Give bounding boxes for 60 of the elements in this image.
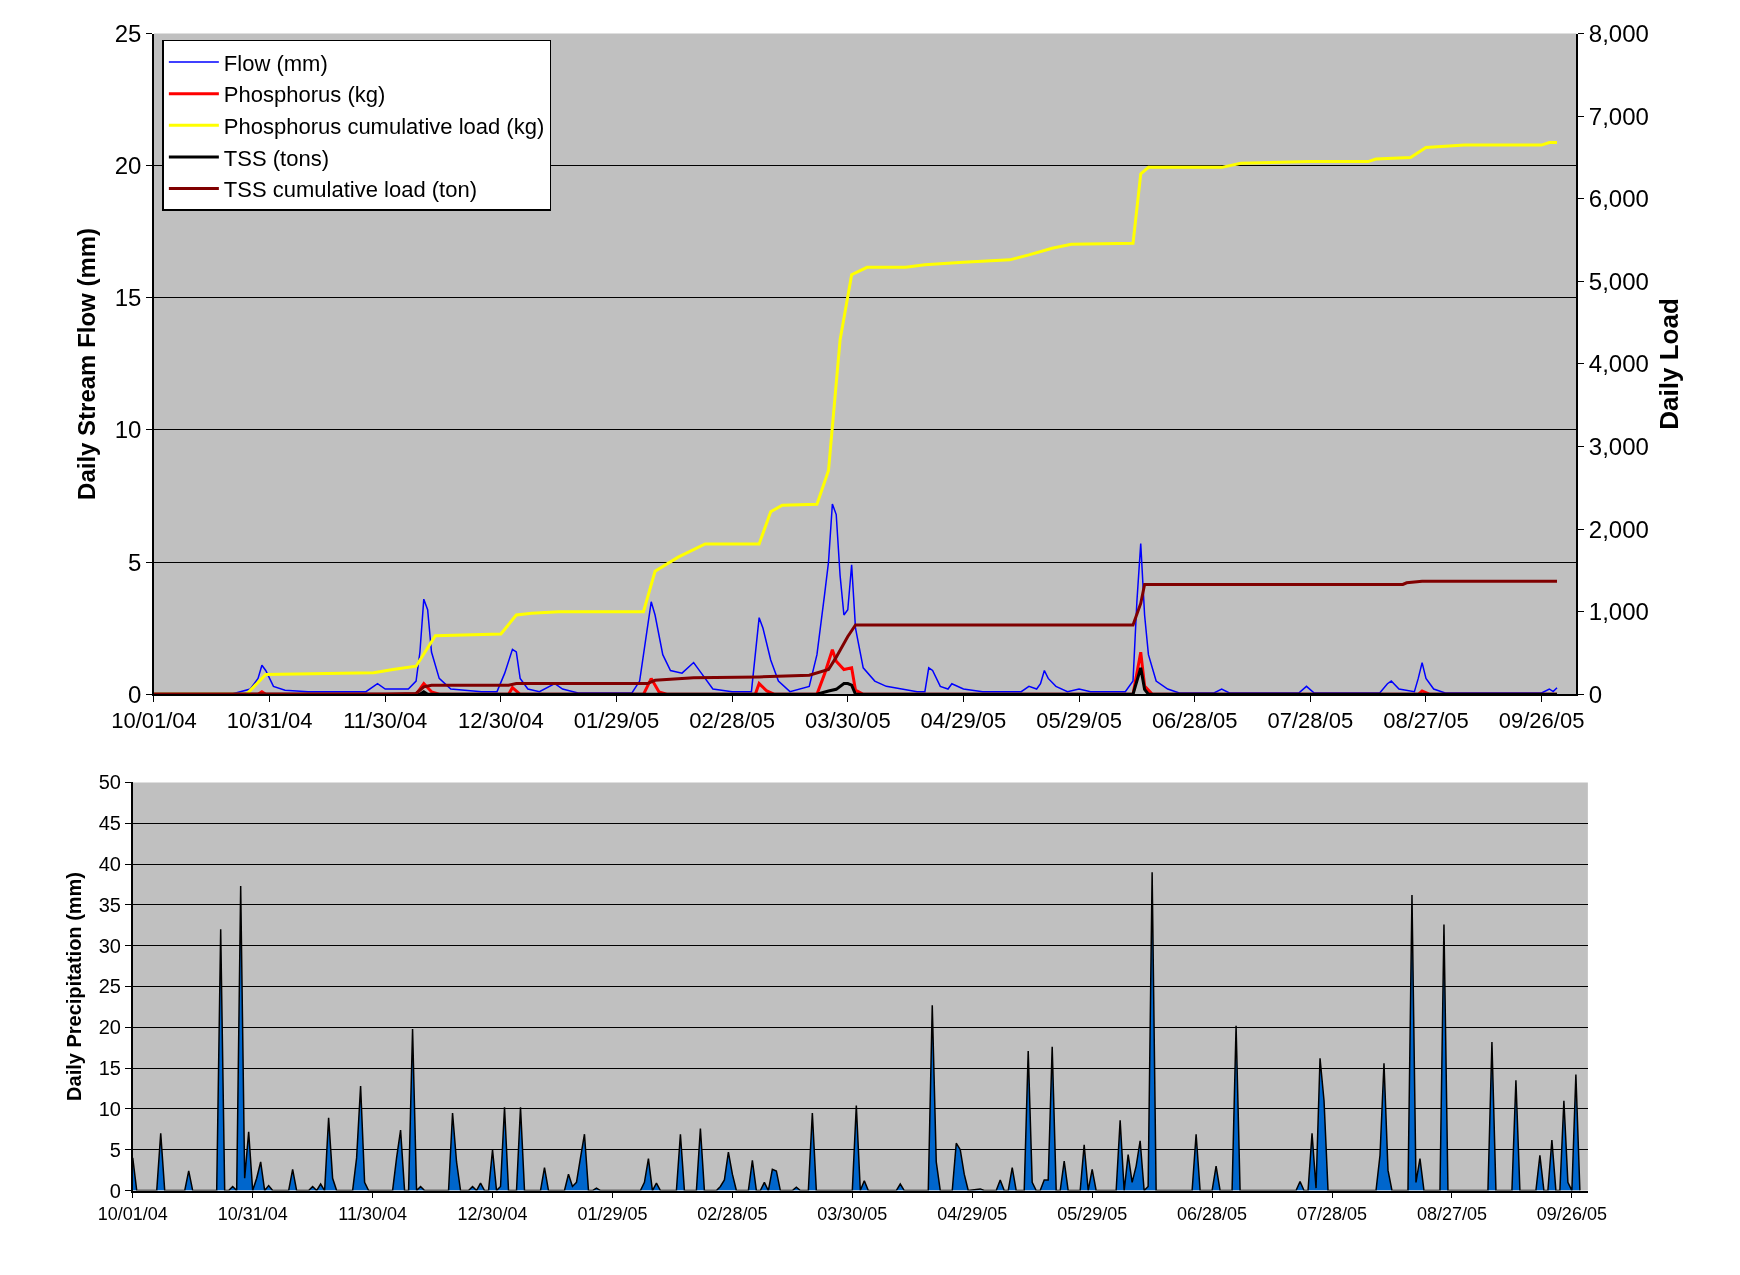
y2-tick-label: 7,000	[1588, 102, 1649, 130]
x-tick-label: 07/28/05	[1267, 708, 1354, 734]
legend-label: TSS cumulative load (ton)	[223, 177, 477, 203]
x-tick-label: 06/28/05	[1151, 708, 1238, 734]
y2-tick-label: 6,000	[1588, 185, 1649, 213]
y-tick-label: 25	[114, 19, 142, 47]
x-tick-label: 02/28/05	[697, 1203, 768, 1224]
x-tick-label: 06/28/05	[1177, 1203, 1248, 1224]
x-tick-label: 10/01/04	[97, 1203, 168, 1224]
y-tick-label: 25	[98, 975, 121, 998]
y-tick-label: 10	[98, 1097, 121, 1120]
y2-tick-label: 0	[1588, 680, 1603, 708]
x-tick-label: 01/29/05	[577, 1203, 648, 1224]
legend-label: Phosphorus (kg)	[223, 82, 386, 108]
x-tick-label: 01/29/05	[573, 708, 660, 734]
y-tick-label: 15	[98, 1057, 121, 1080]
y-tick-label: 5	[109, 1138, 121, 1161]
y-tick-label: 30	[98, 934, 121, 957]
x-tick-label: 08/27/05	[1416, 1203, 1487, 1224]
y-tick-label: 15	[114, 284, 142, 312]
x-tick-label: 11/30/04	[343, 708, 428, 734]
x-tick-label: 12/30/04	[457, 1203, 528, 1224]
y2-tick-label: 3,000	[1588, 432, 1649, 460]
x-tick-label: 02/28/05	[689, 708, 775, 734]
y-tick-label: 10	[114, 416, 142, 444]
x-tick-label: 12/30/04	[458, 708, 544, 734]
y-tick-label: 0	[109, 1179, 121, 1202]
y-axis-title: Daily Stream Flow (mm)	[73, 227, 101, 500]
x-tick-label: 04/29/05	[920, 708, 1007, 734]
y-axis-title: Daily Precipitation (mm)	[62, 871, 85, 1101]
x-tick-label: 04/29/05	[937, 1203, 1008, 1224]
y2-axis-title: Daily Load	[1654, 298, 1685, 430]
x-tick-label: 10/31/04	[226, 708, 313, 734]
y-tick-label: 20	[114, 152, 142, 180]
x-tick-label: 03/30/05	[804, 708, 891, 734]
x-tick-label: 10/01/04	[111, 708, 197, 734]
x-tick-label: 05/29/05	[1057, 1203, 1128, 1224]
y-tick-label: 45	[98, 812, 121, 835]
y-tick-label: 40	[98, 853, 121, 876]
x-tick-label: 08/27/05	[1383, 708, 1469, 734]
y-tick-label: 0	[128, 680, 142, 708]
y2-tick-label: 2,000	[1588, 515, 1649, 543]
y2-tick-label: 5,000	[1588, 267, 1649, 295]
legend-label: Flow (mm)	[223, 50, 328, 76]
x-tick-label: 09/26/05	[1498, 708, 1585, 734]
x-tick-label: 05/29/05	[1036, 708, 1122, 734]
y-tick-label: 35	[98, 893, 121, 916]
x-tick-label: 09/26/05	[1536, 1203, 1607, 1224]
y2-tick-label: 8,000	[1588, 19, 1649, 47]
x-tick-label: 03/30/05	[817, 1203, 888, 1224]
x-tick-label: 07/28/05	[1296, 1203, 1368, 1224]
x-tick-label: 10/31/04	[217, 1203, 288, 1224]
y-tick-label: 5	[128, 548, 142, 576]
legend-label: TSS (tons)	[223, 145, 329, 171]
y2-tick-label: 4,000	[1588, 350, 1649, 378]
x-tick-label: 11/30/04	[338, 1203, 407, 1224]
y2-tick-label: 1,000	[1588, 598, 1649, 626]
legend-label: Phosphorus cumulative load (kg)	[223, 113, 545, 139]
y-tick-label: 50	[98, 771, 121, 794]
y-tick-label: 20	[98, 1016, 121, 1039]
